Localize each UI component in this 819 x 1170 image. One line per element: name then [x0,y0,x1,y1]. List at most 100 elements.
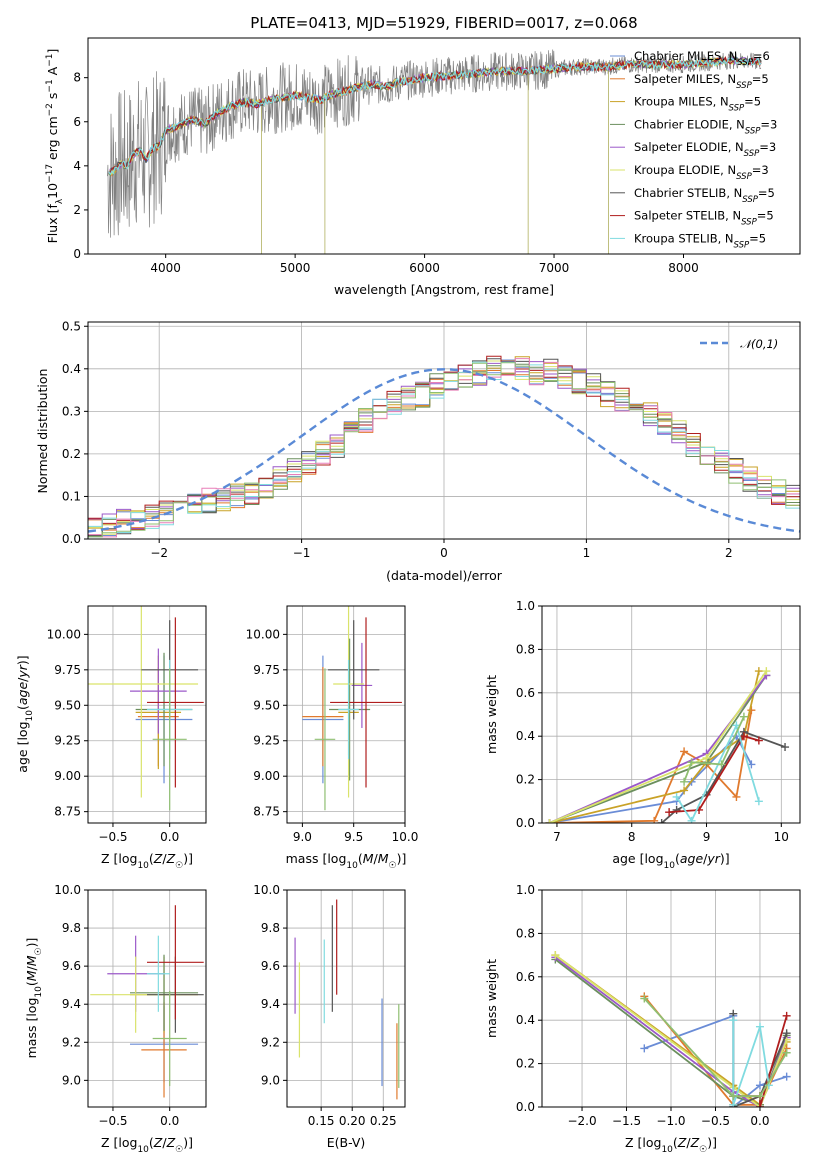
axes-frame [87,605,207,824]
weight-series-line [643,997,788,1098]
y-axis-label: Normed distribution [35,369,50,494]
axes-frame [87,37,801,255]
y-tick-label: 0.0 [516,816,535,830]
x-tick-label: 1 [583,546,591,560]
residual-histogram-panel: −2 −1 0 1 2 0.0 0.1 0.2 0.3 0.4 0.5 𝒩(0,1) (data-mod… [35,319,801,583]
y-axis-label: mass [log10(M/M☉)] [24,938,44,1059]
weight-point-marker [754,797,763,806]
x-axis-label-part: M [378,851,389,866]
x-axis-label-part: Z [690,1135,700,1150]
normal-curve-line [88,368,800,533]
y-axis-label-part: ( [15,705,30,710]
weight-point-marker [762,667,771,676]
weight-point-marker [782,1048,791,1057]
x-axis-label: age [log10(age/yr)] [612,851,729,871]
weight-point-marker [755,1092,764,1101]
y-tick-label: 6 [73,115,81,129]
legend-text: Kroupa STELIB, N [634,231,734,245]
x-axis-label-part: )] [397,851,407,866]
legend-text: =5 [744,95,761,109]
legend-subscript: SSP [741,218,757,228]
x-tick-label: 9.0 [293,830,312,844]
weight-point-marker [755,1081,764,1090]
y-axis-label-part: −1 [45,54,55,67]
y-axis-label-part: 10 [34,986,44,998]
y-tick-label: 0.6 [516,686,535,700]
legend-text: Chabrier MILES, N [634,49,737,63]
grid-lines [542,889,800,1108]
axis-group: −2 −1 0 1 2 0.0 0.1 0.2 0.3 0.4 0.5 [62,319,801,560]
legend-subscript: SSP [729,104,745,114]
y-axis-label-part: )] [15,655,30,665]
x-axis-label-part: ☉ [699,1145,707,1155]
weight-point-marker [755,1022,764,1031]
weight-point-marker [672,805,681,814]
grid-lines [88,606,206,823]
y-tick-label: 0.4 [516,1013,535,1027]
y-axis-label-part: ( [24,981,39,986]
y-tick-label: 9.75 [253,663,280,677]
weight-point-marker [687,758,696,767]
grid-lines [287,606,406,823]
y-axis-label-part: mass [log [24,998,39,1059]
x-axis-label-part: ( [673,1135,678,1150]
weight-point-marker [729,1016,738,1025]
y-tick-label: 0.1 [62,489,81,503]
weight-point-marker [782,1072,791,1081]
x-axis-label-part: / [703,851,708,866]
x-axis-label-part: mass [log [286,851,347,866]
weight-point-marker [739,732,748,741]
x-tick-label: 0.0 [160,830,179,844]
weight-point-marker [754,667,763,676]
legend-subscript: SSP [745,126,761,136]
plot-area [545,667,790,823]
y-tick-label: 9.8 [261,921,280,935]
legend-text: Salpeter ELODIE, N [634,140,744,154]
weight-point-marker [650,816,659,823]
legend-subscript: SSP [737,58,753,68]
legend-entry: Chabrier ELODIE, NSSP=3 [634,117,777,136]
x-axis-label-part: ☉ [389,861,397,871]
x-axis-label-part: Z [677,1135,687,1150]
plot-area [90,905,204,1098]
y-axis-label-part: 10 [45,183,60,199]
axis-group: 7 8 9 10 0.0 0.2 0.4 0.6 0.8 1.0 [516,599,801,844]
grid-lines [287,889,405,1107]
y-axis-label-part: λ [55,198,65,204]
y-axis-label-part: −2 [45,103,55,116]
x-tick-label: −0.5 [98,1114,127,1128]
x-tick-label: 0.20 [339,1114,366,1128]
y-tick-label: 9.6 [261,959,280,973]
grid-lines [88,889,206,1107]
weight-point-marker [782,1029,791,1038]
x-axis-label-part: )] [720,851,730,866]
y-tick-label: 0.2 [516,1057,535,1071]
y-axis-label-part: )] [24,938,39,948]
y-axis-label-part: −17 [45,164,55,183]
x-tick-label: 2 [725,546,733,560]
legend-entry: Chabrier STELIB, NSSP=5 [634,186,775,205]
x-axis-label-part: / [686,1135,691,1150]
y-tick-label: 9.00 [253,769,280,783]
weight-vs-metallicity-panel: −2.0 −1.5 −1.0 −0.5 0.0 0.0 0.2 0.4 0.6 0.8 1.0 Z [… [484,883,801,1155]
legend-text: =5 [752,72,769,86]
y-tick-label: 9.0 [261,1073,280,1087]
legend-text: =5 [757,209,774,223]
weight-point-marker [672,792,681,801]
weight-point-marker [754,736,763,745]
weight-point-marker [781,743,790,752]
axes-frame [286,889,406,1108]
axes-frame [87,321,801,540]
x-axis-label-part: 10 [137,861,149,871]
y-axis-label-part: erg cm [45,116,60,164]
y-axis-label-part: ☉ [34,947,44,955]
weight-point-marker [640,994,649,1003]
legend-entry: Salpeter MILES, NSSP=5 [634,72,769,91]
axes-frame [541,605,801,824]
legend-subscript: SSP [734,240,750,250]
y-tick-label: 0.5 [62,319,81,333]
x-tick-label: −0.5 [98,830,127,844]
y-tick-label: 2 [73,203,81,217]
weight-point-marker [782,1011,791,1020]
